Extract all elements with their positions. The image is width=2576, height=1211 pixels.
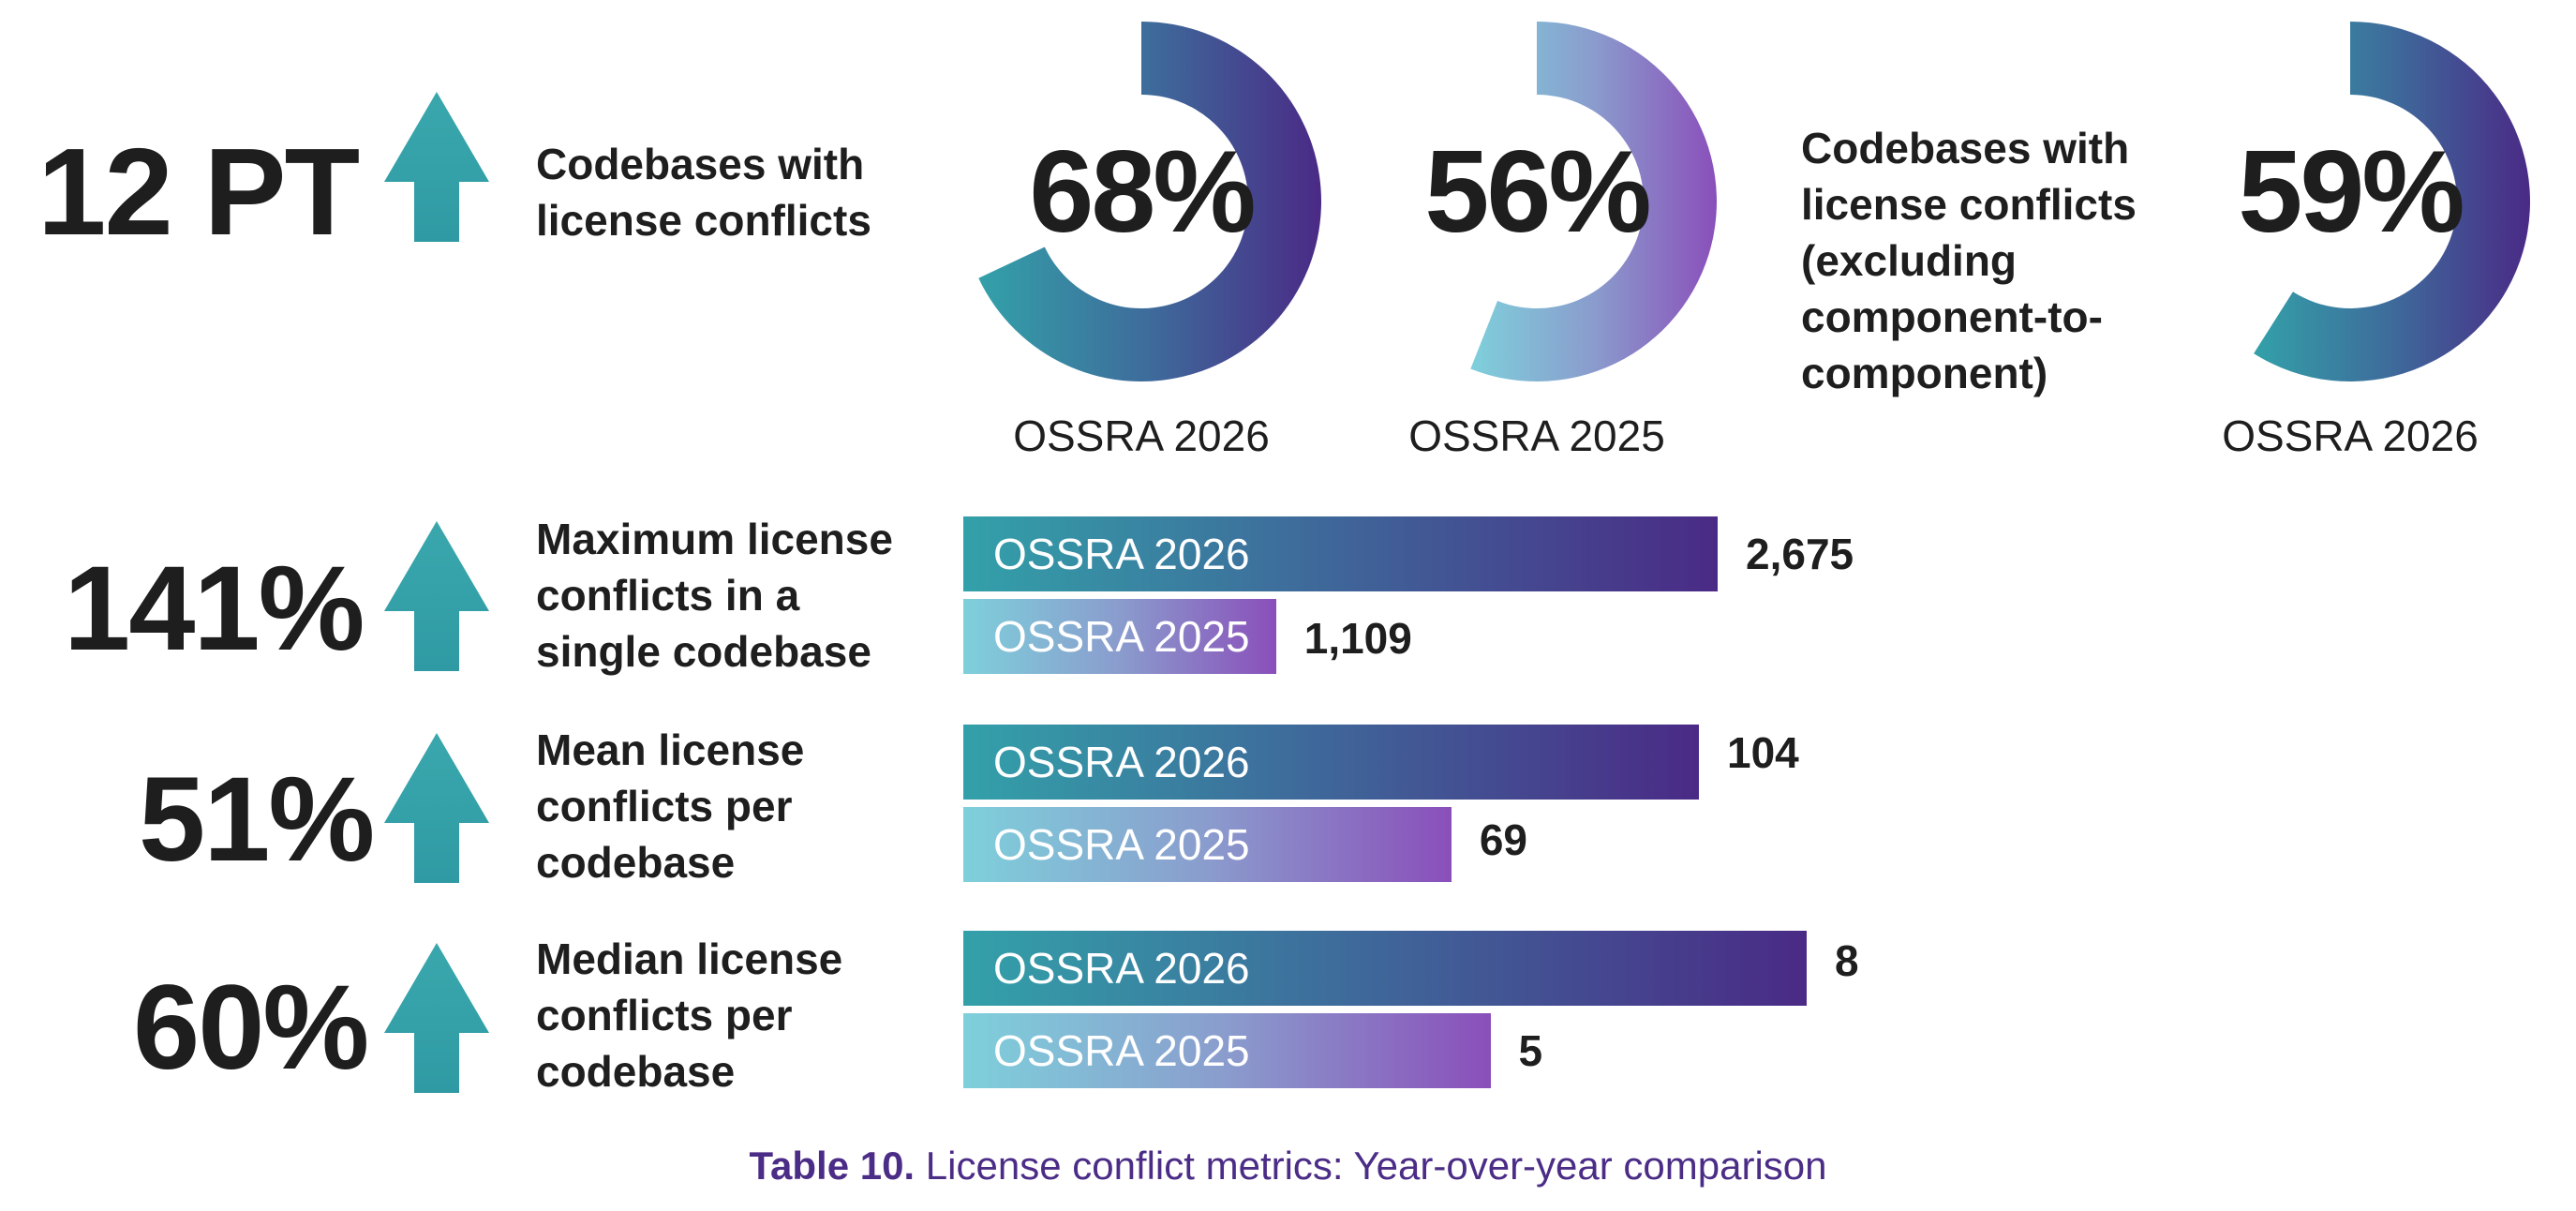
metric-change: 141% <box>64 542 365 676</box>
metric-change: 51% <box>139 753 375 887</box>
caption-prefix: Table 10. <box>749 1144 916 1188</box>
donut-percent: 56% <box>1424 127 1651 257</box>
secondary-label-line: component-to- <box>1801 292 2103 341</box>
metric-label-line: codebase <box>536 838 736 887</box>
bar-ossra-2026: OSSRA 2026 <box>963 725 1699 800</box>
donut-arc <box>2254 22 2530 381</box>
bar-series-label: OSSRA 2025 <box>993 820 1250 869</box>
metric-up-arrow-icon <box>384 521 489 671</box>
bar-ossra-2025: OSSRA 2025 <box>963 1013 1491 1088</box>
bar-value-label: 69 <box>1479 815 1527 864</box>
donut-caption: OSSRA 2026 <box>2222 411 2479 460</box>
donut-caption: OSSRA 2026 <box>1013 411 1270 460</box>
donut-ring <box>978 22 1321 381</box>
bar-ossra-2025: OSSRA 2025 <box>963 807 1452 882</box>
bar-series-label: OSSRA 2026 <box>993 944 1250 993</box>
donut-chart-2: 56% OSSRA 2025 <box>1349 14 1724 460</box>
metric-label-line: conflicts per <box>536 991 793 1039</box>
secondary-label-line: Codebases with <box>1801 124 2130 172</box>
metric-up-arrow-icon <box>384 733 489 883</box>
bar-ossra-2025: OSSRA 2025 <box>963 599 1276 674</box>
caption-text: License conflict metrics: Year-over-year… <box>925 1144 1827 1188</box>
metric-up-arrow-icon <box>384 943 489 1093</box>
headline-label-line: Codebases with <box>536 140 865 188</box>
donut-chart-3: 59% OSSRA 2026 <box>2163 14 2538 460</box>
donut-ring <box>1470 22 1717 381</box>
metric-label: Mean license conflicts per codebase <box>536 722 804 890</box>
headline-label: Codebases with license conflicts <box>536 136 871 248</box>
metric-label-line: Mean license <box>536 725 805 774</box>
bar-value-label: 8 <box>1835 936 1859 985</box>
metric-label-line: conflicts in a <box>536 571 800 620</box>
secondary-label-line: component) <box>1801 349 2048 397</box>
bar-ossra-2026: OSSRA 2026 <box>963 931 1807 1006</box>
bar-series-label: OSSRA 2026 <box>993 738 1250 786</box>
donut-arc <box>978 22 1321 381</box>
secondary-label-line: license conflicts <box>1801 180 2137 229</box>
chart-caption: Table 10. License conflict metrics: Year… <box>0 1144 2576 1189</box>
headline-up-arrow-icon <box>384 92 489 242</box>
metric-label-line: conflicts per <box>536 782 793 830</box>
secondary-label-line: (excluding <box>1801 236 2018 285</box>
bar-value-label: 1,109 <box>1303 614 1412 663</box>
donut-caption: OSSRA 2025 <box>1408 411 1665 460</box>
metric-label-line: codebase <box>536 1047 736 1096</box>
bar-series-label: OSSRA 2025 <box>993 1026 1250 1075</box>
bar-value-label: 5 <box>1518 1026 1543 1075</box>
headline-change: 12 PT <box>37 123 360 261</box>
bar-ossra-2026: OSSRA 2026 <box>963 516 1718 591</box>
bar-value-label: 104 <box>1727 728 1799 777</box>
donut-percent: 68% <box>1029 127 1256 257</box>
secondary-label: Codebases with license conflicts (exclud… <box>1801 120 2137 401</box>
metric-label: Maximum license conflicts in a single co… <box>536 511 893 680</box>
donut-arc <box>1470 22 1717 381</box>
metric-label-line: Median license <box>536 934 843 983</box>
donut-percent: 59% <box>2238 127 2464 257</box>
bar-value-label: 2,675 <box>1746 530 1854 578</box>
donut-ring <box>2254 22 2530 381</box>
donut-chart-1: 68% OSSRA 2026 <box>954 14 1329 460</box>
metric-change: 60% <box>133 961 369 1095</box>
metric-label-line: Maximum license <box>536 515 893 563</box>
bar-series-label: OSSRA 2025 <box>993 612 1250 661</box>
bar-series-label: OSSRA 2026 <box>993 530 1250 578</box>
headline-label-line: license conflicts <box>536 196 871 245</box>
metric-label-line: single codebase <box>536 627 871 676</box>
metric-label: Median license conflicts per codebase <box>536 931 842 1099</box>
